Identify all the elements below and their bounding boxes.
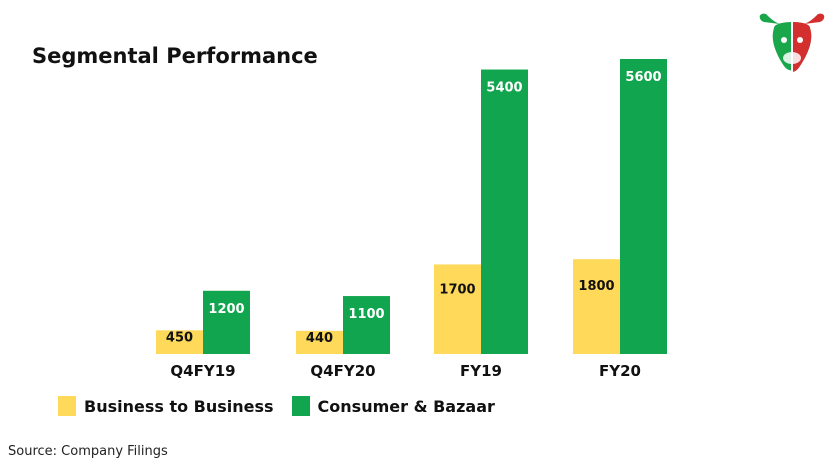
data-label-q4fy19-consumer: 1200 <box>208 302 244 317</box>
legend-swatch-consumer <box>291 396 310 416</box>
legend-item-business-to-business: Business to Business <box>58 396 274 416</box>
legend-item-consumer-bazaar: Consumer & Bazaar <box>291 396 495 416</box>
legend: Business to Business Consumer & Bazaar <box>58 396 495 416</box>
bar-q4fy20-consumer <box>343 296 390 354</box>
chart-title: Segmental Performance <box>32 44 318 68</box>
bar-q4fy20-b2b <box>296 330 343 354</box>
data-label-fy19-consumer: 5400 <box>486 81 522 96</box>
category-label-fy20: FY20 <box>599 362 641 380</box>
data-label-q4fy20-consumer: 1100 <box>348 307 384 322</box>
bar-fy19-consumer <box>481 69 528 355</box>
data-label-fy20-b2b: 1800 <box>578 279 614 294</box>
data-label-q4fy20-b2b: 440 <box>306 331 333 346</box>
category-label-fy19: FY19 <box>460 362 502 380</box>
data-label-fy19-b2b: 1700 <box>439 283 475 298</box>
bar-q4fy19-b2b <box>156 330 203 354</box>
bar-fy20-b2b <box>573 259 620 354</box>
legend-label-consumer: Consumer & Bazaar <box>317 396 495 416</box>
data-label-q4fy19-b2b: 450 <box>166 331 193 346</box>
bar-fy20-consumer <box>620 59 667 354</box>
category-label-q4fy20: Q4FY20 <box>310 362 375 380</box>
legend-label-b2b: Business to Business <box>84 396 274 416</box>
bar-fy19-b2b <box>434 264 481 354</box>
source-note: Source: Company Filings <box>8 444 168 459</box>
data-label-fy20-consumer: 5600 <box>625 70 661 85</box>
bull-head-logo-icon <box>759 13 825 72</box>
legend-swatch-b2b <box>58 396 76 416</box>
category-label-q4fy19: Q4FY19 <box>170 362 235 380</box>
bar-q4fy19-consumer <box>203 290 250 354</box>
